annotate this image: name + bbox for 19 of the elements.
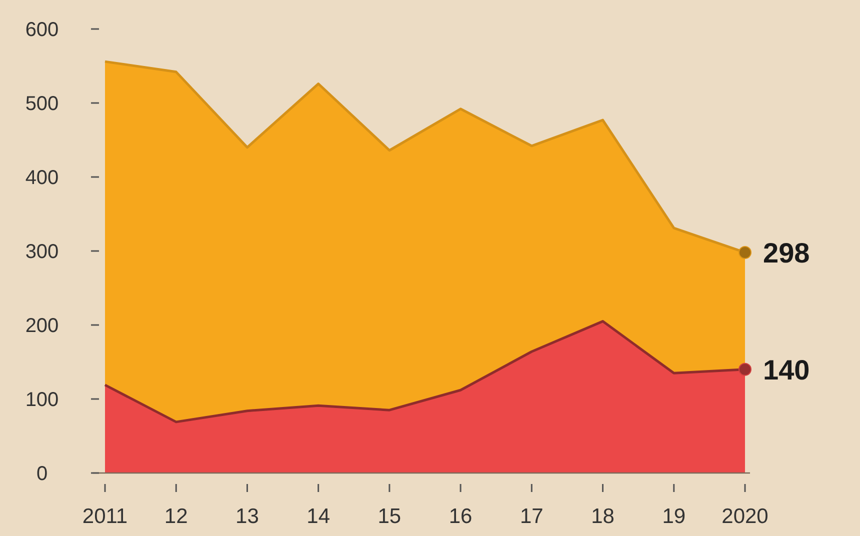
y-tick-label: 500 (25, 93, 59, 115)
y-tick-label: 600 (25, 19, 59, 41)
y-tick-label: 100 (25, 389, 59, 411)
x-tick-label: 2011 (82, 505, 128, 528)
x-tick-label: 12 (164, 505, 188, 528)
x-tick-label: 17 (520, 505, 544, 528)
x-tick-label: 2020 (722, 505, 768, 528)
x-tick-label: 15 (378, 505, 402, 528)
y-tick-label: 400 (25, 167, 59, 189)
y-tick-label: 300 (25, 241, 59, 263)
data-label: 298 (763, 238, 810, 269)
x-tick-label: 14 (306, 505, 330, 528)
x-tick-label: 19 (662, 505, 686, 528)
y-tick-label: 0 (36, 463, 48, 485)
data-label: 140 (763, 354, 810, 386)
x-tick-label: 16 (448, 505, 472, 528)
y-tick-label: 200 (25, 315, 59, 337)
x-tick-label: 13 (236, 505, 259, 528)
x-tick-label: 18 (591, 505, 614, 528)
